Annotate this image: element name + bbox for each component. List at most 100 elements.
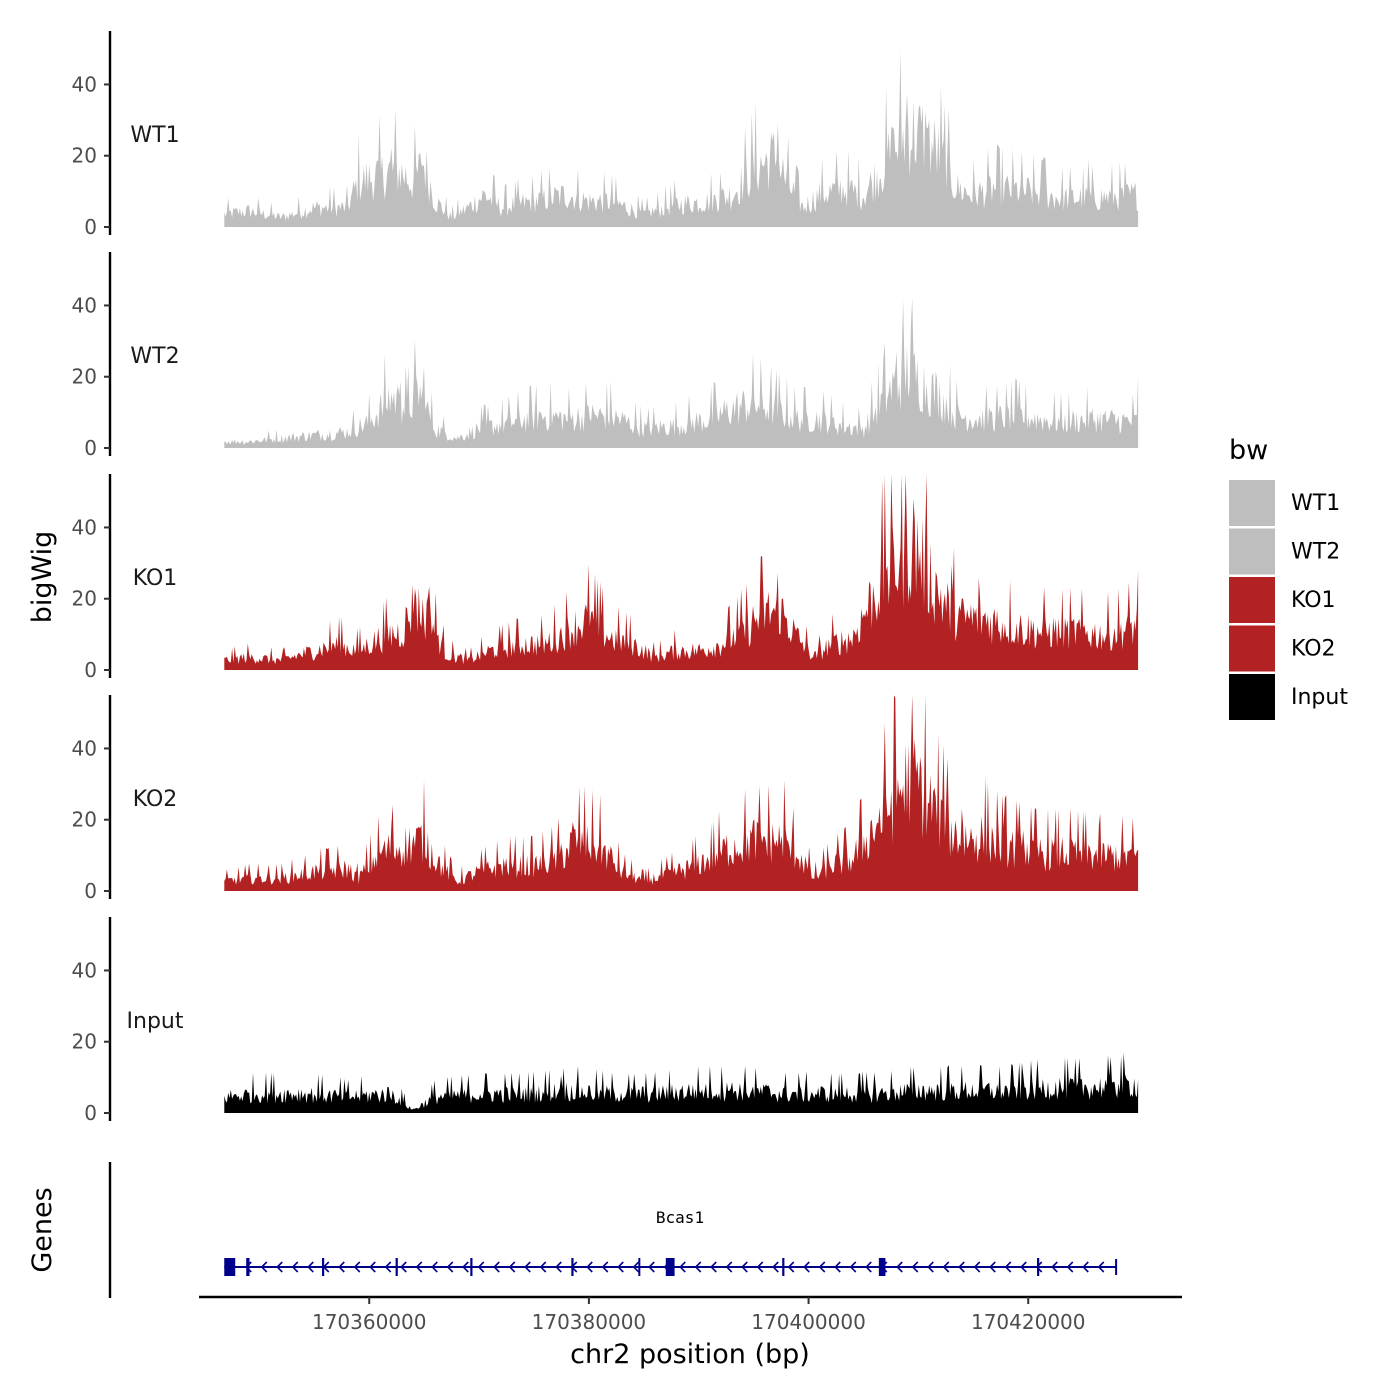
strand-arrow-icon bbox=[927, 1261, 934, 1273]
gene-exon bbox=[395, 1258, 398, 1276]
track-label-wt2: WT2 bbox=[130, 344, 179, 369]
y-tick-label: 40 bbox=[72, 736, 97, 760]
x-tick-label: 170360000 bbox=[312, 1310, 427, 1334]
signal-tracks: 0 20 40 WT1 0 20 40 WT2 0 20 40 KO1 0 20 40 KO2 0 20 40 Inp… bbox=[72, 31, 1139, 1125]
coverage-area-ko1 bbox=[224, 474, 1139, 670]
coverage-area-wt2 bbox=[224, 298, 1139, 448]
legend: bw WT1 WT2 KO1 KO2 Input bbox=[1229, 435, 1348, 720]
strand-arrow-icon bbox=[431, 1261, 438, 1273]
legend-swatch-ko2 bbox=[1229, 625, 1275, 672]
gene-exon bbox=[322, 1258, 325, 1276]
strand-arrow-icon bbox=[896, 1261, 903, 1273]
x-tick-label: 170420000 bbox=[971, 1310, 1086, 1334]
gene-exon bbox=[470, 1258, 473, 1276]
track-ko1: 0 20 40 KO1 bbox=[72, 474, 1139, 682]
track-label-ko2: KO2 bbox=[133, 787, 178, 812]
strand-arrow-icon bbox=[741, 1261, 748, 1273]
strand-arrow-icon bbox=[803, 1261, 810, 1273]
strand-arrow-icon bbox=[1082, 1261, 1089, 1273]
strand-arrow-icon bbox=[555, 1261, 562, 1273]
strand-arrow-icon bbox=[756, 1261, 764, 1273]
strand-arrow-icon bbox=[1004, 1261, 1012, 1273]
gene-exon bbox=[665, 1258, 675, 1276]
track-ko2: 0 20 40 KO2 bbox=[72, 695, 1139, 903]
gene-exon bbox=[224, 1258, 236, 1276]
strand-arrow-icon bbox=[911, 1261, 919, 1273]
gene-model bbox=[224, 1258, 1118, 1276]
gene-exon bbox=[638, 1258, 641, 1276]
y-tick-label: 20 bbox=[72, 808, 97, 832]
strand-arrow-icon bbox=[818, 1261, 826, 1273]
y-axis-title: bigWig bbox=[27, 531, 58, 624]
strand-arrow-icon bbox=[291, 1261, 299, 1273]
strand-arrow-icon bbox=[1097, 1261, 1105, 1273]
y-tick-label: 40 bbox=[72, 293, 97, 317]
y-tick-label: 0 bbox=[84, 436, 97, 460]
legend-title: bw bbox=[1229, 435, 1268, 466]
legend-swatch-wt1 bbox=[1229, 480, 1275, 526]
legend-items: WT1 WT2 KO1 KO2 Input bbox=[1229, 480, 1348, 720]
gene-label: Bcas1 bbox=[656, 1208, 704, 1227]
legend-swatch-ko1 bbox=[1229, 577, 1275, 623]
x-axis-title: chr2 position (bp) bbox=[570, 1339, 810, 1370]
track-label-wt1: WT1 bbox=[130, 123, 179, 148]
y-tick-label: 40 bbox=[72, 515, 97, 539]
strand-arrow-icon bbox=[834, 1261, 841, 1273]
strand-arrow-icon bbox=[353, 1261, 361, 1273]
gene-track-title: Genes bbox=[27, 1187, 58, 1272]
strand-arrow-icon bbox=[710, 1261, 717, 1273]
gene-exon bbox=[246, 1258, 250, 1276]
y-tick-label: 0 bbox=[84, 658, 97, 682]
strand-arrow-icon bbox=[1066, 1261, 1074, 1273]
strand-arrow-icon bbox=[260, 1261, 268, 1273]
strand-arrow-icon bbox=[508, 1261, 516, 1273]
y-tick-label: 0 bbox=[84, 879, 97, 903]
x-axis: 170360000 170380000 170400000 170420000 chr… bbox=[199, 1295, 1182, 1370]
strand-arrow-icon bbox=[849, 1261, 857, 1273]
x-tick-label: 170400000 bbox=[751, 1310, 866, 1334]
strand-arrow-icon bbox=[338, 1261, 345, 1273]
strand-arrow-icon bbox=[415, 1261, 423, 1273]
strand-arrow-icon bbox=[865, 1261, 872, 1273]
strand-arrow-icon bbox=[632, 1261, 640, 1273]
x-ticks: 170360000 170380000 170400000 170420000 bbox=[312, 1297, 1086, 1334]
legend-label-wt1: WT1 bbox=[1291, 491, 1340, 516]
strand-arrow-icon bbox=[276, 1261, 283, 1273]
strand-arrow-icon bbox=[1051, 1261, 1058, 1273]
gene-exon bbox=[1037, 1258, 1040, 1276]
strand-arrow-icon bbox=[524, 1261, 531, 1273]
strand-arrow-icon bbox=[772, 1261, 779, 1273]
track-label-ko1: KO1 bbox=[133, 566, 178, 591]
strand-arrow-icon bbox=[369, 1261, 376, 1273]
strand-arrow-icon bbox=[462, 1261, 469, 1273]
y-tick-label: 20 bbox=[72, 1030, 97, 1054]
y-tick-label: 20 bbox=[72, 144, 97, 168]
strand-arrow-icon bbox=[601, 1261, 609, 1273]
strand-arrow-icon bbox=[679, 1261, 686, 1273]
y-tick-label: 0 bbox=[84, 1101, 97, 1125]
coverage-area-wt1 bbox=[224, 51, 1139, 227]
strand-arrow-icon bbox=[1020, 1261, 1027, 1273]
legend-label-wt2: WT2 bbox=[1291, 540, 1340, 565]
strand-arrow-icon bbox=[307, 1261, 314, 1273]
strand-arrow-icon bbox=[446, 1261, 454, 1273]
strand-arrow-icon bbox=[942, 1261, 950, 1273]
y-tick-label: 0 bbox=[84, 215, 97, 239]
strand-arrow-icon bbox=[648, 1261, 655, 1273]
legend-swatch-input bbox=[1229, 674, 1275, 720]
strand-arrow-icon bbox=[694, 1261, 702, 1273]
strand-arrow-icon bbox=[617, 1261, 624, 1273]
gene-exon bbox=[571, 1258, 574, 1276]
track-wt1: 0 20 40 WT1 bbox=[72, 31, 1139, 239]
y-tick-label: 20 bbox=[72, 587, 97, 611]
x-tick-label: 170380000 bbox=[532, 1310, 647, 1334]
y-tick-label: 40 bbox=[72, 72, 97, 96]
gene-track: Genes Bcas1 bbox=[27, 1162, 1118, 1298]
y-tick-label: 20 bbox=[72, 365, 97, 389]
strand-arrow-icon bbox=[477, 1261, 485, 1273]
gene-exon bbox=[782, 1258, 785, 1276]
coverage-area-ko2 bbox=[224, 695, 1139, 891]
strand-arrow-icon bbox=[493, 1261, 500, 1273]
strand-arrow-icon bbox=[973, 1261, 981, 1273]
